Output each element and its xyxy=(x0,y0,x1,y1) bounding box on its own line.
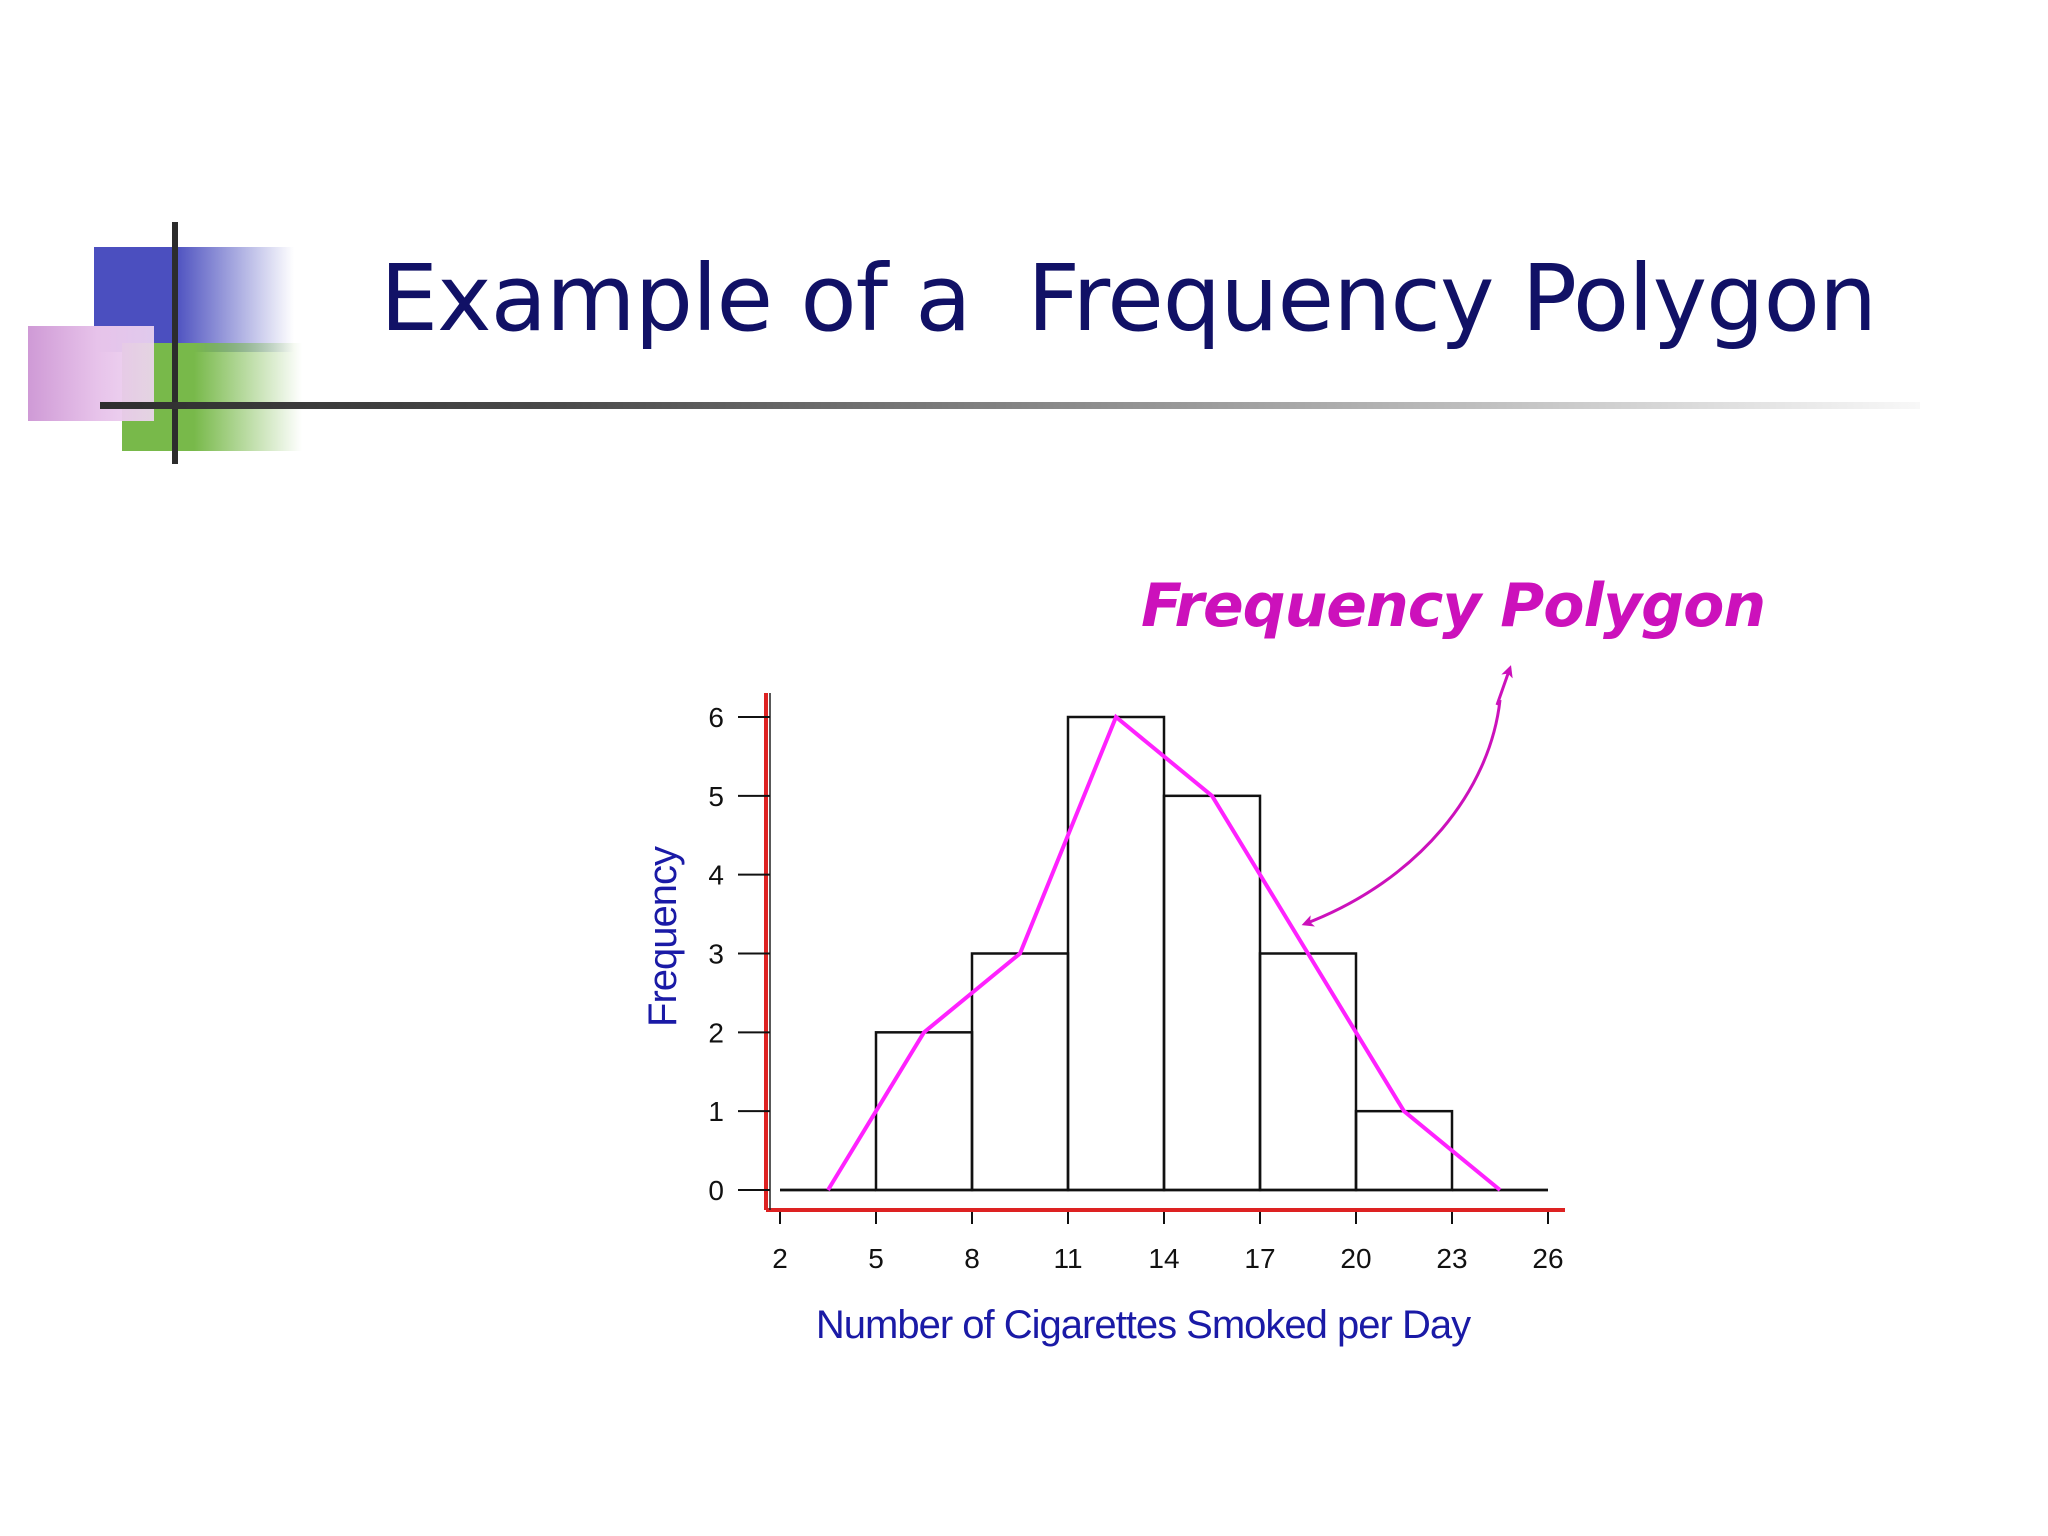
decorative-vertical-line xyxy=(172,222,178,464)
annotation-arrow-top xyxy=(1495,665,1513,706)
chart-axes xyxy=(738,693,1565,1224)
histogram-bar xyxy=(1354,1109,1454,1192)
x-axis-title: Number of Cigarettes Smoked per Day xyxy=(816,1303,1471,1347)
y-tick-label: 2 xyxy=(708,1017,724,1048)
annotation-label: Frequency Polygon xyxy=(1141,571,1765,641)
x-tick-label: 20 xyxy=(1340,1243,1371,1274)
title-underline-rule xyxy=(100,402,1920,409)
histogram-bar xyxy=(1258,952,1358,1192)
y-tick-label: 4 xyxy=(708,860,724,891)
x-tick-label: 5 xyxy=(868,1243,884,1274)
y-tick-label: 5 xyxy=(708,781,724,812)
annotation-arrow xyxy=(1301,699,1502,927)
x-tick-label: 14 xyxy=(1148,1243,1179,1274)
histogram-bars xyxy=(780,715,1548,1192)
x-tick-label: 23 xyxy=(1436,1243,1467,1274)
x-tick-label: 26 xyxy=(1532,1243,1563,1274)
polygon-line xyxy=(826,713,1502,1192)
y-tick-label: 1 xyxy=(708,1096,724,1127)
y-tick-label: 6 xyxy=(708,702,724,733)
histogram-bar xyxy=(1066,715,1166,1192)
y-tick-label: 0 xyxy=(708,1175,724,1206)
x-tick-label: 8 xyxy=(964,1243,980,1274)
x-tick-label: 11 xyxy=(1053,1243,1082,1274)
x-tick-label: 2 xyxy=(772,1243,788,1274)
x-tick-label: 17 xyxy=(1244,1243,1275,1274)
y-tick-label: 3 xyxy=(708,939,724,970)
histogram-bar xyxy=(970,952,1070,1192)
frequency-polygon xyxy=(826,713,1502,1192)
histogram-bar xyxy=(1162,794,1262,1192)
histogram-bar xyxy=(874,1031,974,1192)
slide-title: Example of a Frequency Polygon xyxy=(380,245,1877,352)
y-axis-title: Frequency xyxy=(641,846,685,1027)
